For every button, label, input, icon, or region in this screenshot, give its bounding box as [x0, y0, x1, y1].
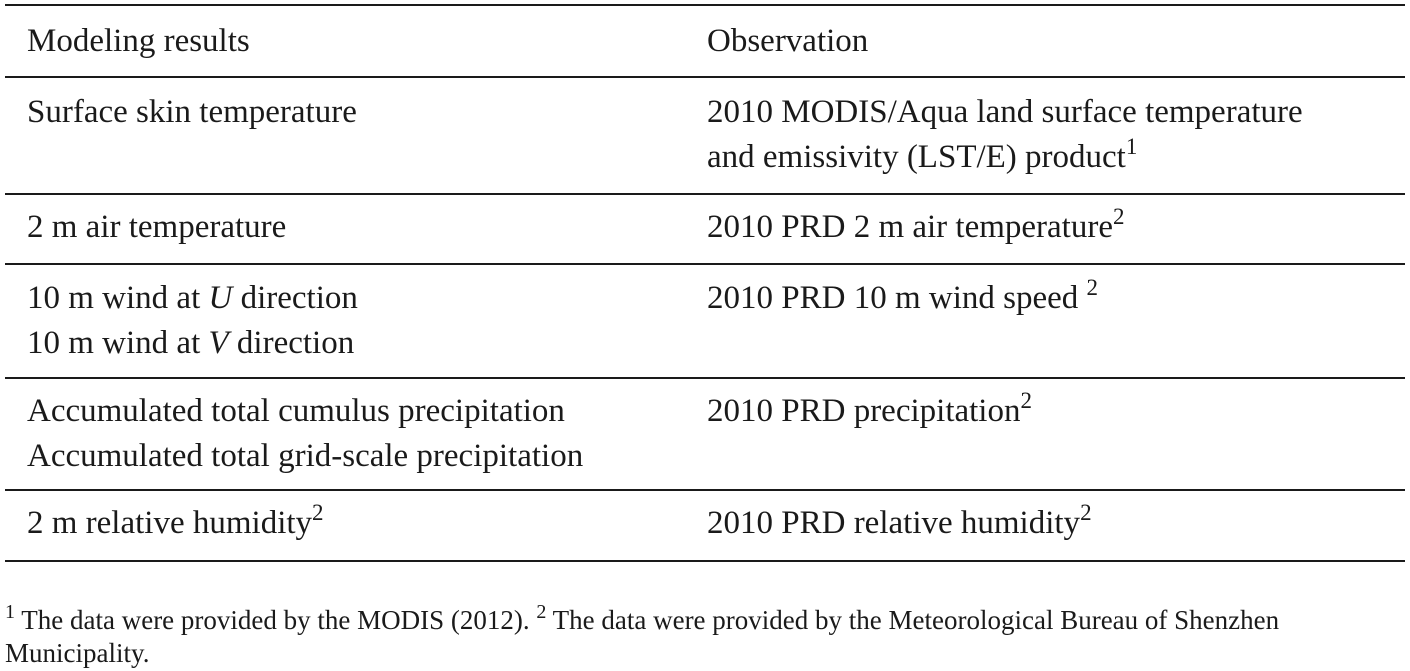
footnote-ref: 2: [1113, 204, 1125, 229]
data-table: Modeling results Observation Surface ski…: [5, 4, 1405, 562]
column-header-modeling-results: Modeling results: [27, 22, 250, 59]
observation-cell: 2010 PRD precipitation2: [685, 378, 1405, 490]
observation-text: 2010 PRD precipitation: [707, 393, 1021, 429]
model-text: Accumulated total grid-scale precipitati…: [27, 438, 584, 474]
observation-cell: 2010 PRD relative humidity2: [685, 490, 1405, 561]
model-cell: 2 m air temperature: [5, 194, 685, 264]
observation-text: and emissivity (LST/E) product: [707, 139, 1126, 175]
footnote-text: The data were provided by the Meteorolog…: [546, 605, 1280, 635]
observation-cell: 2010 PRD 10 m wind speed 2: [685, 264, 1405, 378]
table-row: 2 m air temperature 2010 PRD 2 m air tem…: [5, 194, 1405, 264]
footnote-marker: 2: [536, 601, 547, 623]
table-row: 2 m relative humidity2 2010 PRD relative…: [5, 490, 1405, 561]
footnote-ref: 1: [1125, 134, 1138, 159]
variable-u: U: [208, 280, 233, 316]
table-header-row: Modeling results Observation: [5, 5, 1405, 77]
model-text: direction: [232, 280, 358, 316]
variable-v: V: [208, 325, 229, 361]
table-row: Accumulated total cumulus precipitation …: [5, 378, 1405, 490]
footnote-text: Municipality.: [5, 638, 150, 668]
observation-text: 2010 PRD 2 m air temperature: [707, 209, 1113, 245]
footnote-marker: 1: [5, 601, 15, 623]
model-cell: 2 m relative humidity2: [5, 490, 685, 561]
table-row: 10 m wind at U direction 10 m wind at V …: [5, 264, 1405, 378]
observation-cell: 2010 MODIS/Aqua land surface temperature…: [685, 77, 1405, 194]
model-text: 10 m wind at: [27, 280, 209, 316]
model-text: 2 m relative humidity: [27, 505, 313, 541]
table-footnote: 1 The data were provided by the MODIS (2…: [5, 601, 1405, 670]
observation-text: 2010 PRD 10 m wind speed: [707, 280, 1087, 316]
footnote-text: The data were provided by the MODIS (201…: [15, 605, 537, 635]
model-text: 10 m wind at: [27, 325, 209, 361]
model-text: direction: [228, 325, 355, 361]
table-row: Surface skin temperature 2010 MODIS/Aqua…: [5, 77, 1405, 194]
observation-text: 2010 PRD relative humidity: [707, 505, 1081, 541]
observation-text: 2010 MODIS/Aqua land surface temperature: [707, 94, 1303, 130]
model-cell: Accumulated total cumulus precipitation …: [5, 378, 685, 490]
observation-cell: 2010 PRD 2 m air temperature2: [685, 194, 1405, 264]
footnote-ref: 2: [1086, 275, 1099, 300]
model-text: 2 m air temperature: [27, 209, 287, 245]
model-cell: 10 m wind at U direction 10 m wind at V …: [5, 264, 685, 378]
footnote-ref: 2: [1080, 500, 1092, 525]
data-table-container: Modeling results Observation Surface ski…: [5, 4, 1405, 562]
model-text: Accumulated total cumulus precipitation: [27, 393, 565, 429]
column-header-observation: Observation: [707, 22, 869, 59]
model-cell: Surface skin temperature: [5, 77, 685, 194]
footnote-ref: 2: [312, 500, 324, 525]
model-text: Surface skin temperature: [27, 94, 357, 130]
footnote-ref: 2: [1020, 388, 1032, 413]
